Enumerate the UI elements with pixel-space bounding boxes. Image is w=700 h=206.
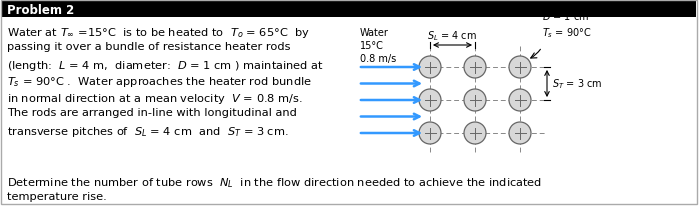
Text: $T_s$ = 90°C .  Water approaches the heater rod bundle: $T_s$ = 90°C . Water approaches the heat… [7,75,312,89]
Text: transverse pitches of  $S_L$ = 4 cm  and  $S_T$ = 3 cm.: transverse pitches of $S_L$ = 4 cm and $… [7,124,288,138]
Circle shape [464,122,486,144]
Text: in normal direction at a mean velocity  $V$ = 0.8 m/s.: in normal direction at a mean velocity $… [7,91,303,105]
Text: $S_T$ = 3 cm: $S_T$ = 3 cm [552,77,603,91]
Text: The rods are arranged in-line with longitudinal and: The rods are arranged in-line with longi… [7,108,297,118]
Circle shape [464,90,486,111]
Text: Determine the number of tube rows  $N_L$  in the flow direction needed to achiev: Determine the number of tube rows $N_L$ … [7,175,542,189]
Text: (length:  $L$ = 4 m,  diameter:  $D$ = 1 cm ) maintained at: (length: $L$ = 4 m, diameter: $D$ = 1 cm… [7,59,324,73]
Text: Water at $T_\infty$ =15°C  is to be heated to  $T_o$ = 65°C  by: Water at $T_\infty$ =15°C is to be heate… [7,26,310,40]
Circle shape [419,90,441,111]
Circle shape [509,57,531,79]
Text: $S_L$ = 4 cm: $S_L$ = 4 cm [428,29,477,43]
Text: Water
15°C
0.8 m/s: Water 15°C 0.8 m/s [360,28,396,63]
Circle shape [419,122,441,144]
Text: $D$ = 1 cm
$T_s$ = 90°C: $D$ = 1 cm $T_s$ = 90°C [542,10,592,40]
Text: Problem 2: Problem 2 [7,5,74,18]
Text: temperature rise.: temperature rise. [7,192,106,201]
Circle shape [464,57,486,79]
FancyBboxPatch shape [2,2,696,18]
Circle shape [509,90,531,111]
Circle shape [509,122,531,144]
Text: passing it over a bundle of resistance heater rods: passing it over a bundle of resistance h… [7,42,290,52]
Circle shape [419,57,441,79]
